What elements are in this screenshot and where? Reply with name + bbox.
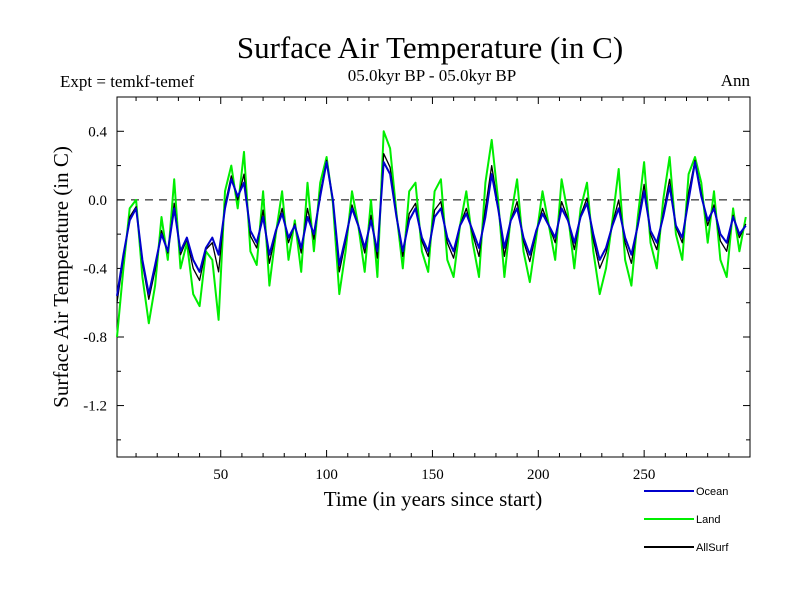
series-line-ocean (116, 161, 747, 297)
y-tick-label: -0.8 (83, 330, 107, 346)
chart-subtitle: 05.0kyr BP - 05.0kyr BP (348, 66, 516, 85)
x-tick-label: 100 (315, 467, 338, 483)
series-layer (116, 130, 747, 338)
legend-label-allsurf: AllSurf (696, 542, 729, 554)
legend: Ocean Land AllSurf (644, 486, 729, 554)
y-tick-label: 0.0 (88, 193, 107, 209)
plot-area: 50 100 150 200 250 0.4 0.0 -0.4 -0.8 -1.2 (83, 96, 751, 483)
legend-label-ocean: Ocean (696, 486, 728, 498)
x-tick-label: 250 (633, 467, 656, 483)
y-axis-label: Surface Air Temperature (in C) (49, 146, 73, 408)
x-tick-label: 150 (421, 467, 444, 483)
period-label: Ann (721, 71, 751, 90)
y-tick-label: -0.4 (83, 261, 107, 277)
x-axis-label: Time (in years since start) (324, 487, 543, 511)
y-tick-label: 0.4 (88, 124, 107, 140)
legend-label-land: Land (696, 514, 720, 526)
chart-title: Surface Air Temperature (in C) (237, 30, 623, 65)
y-tick-label: -1.2 (83, 399, 107, 415)
x-tick-label: 200 (527, 467, 550, 483)
x-tick-label: 50 (213, 467, 228, 483)
axis-ticks: 50 100 150 200 250 0.4 0.0 -0.4 -0.8 -1.2 (83, 96, 750, 483)
experiment-label: Expt = temkf-temef (60, 72, 195, 91)
plot-frame (116, 96, 751, 458)
